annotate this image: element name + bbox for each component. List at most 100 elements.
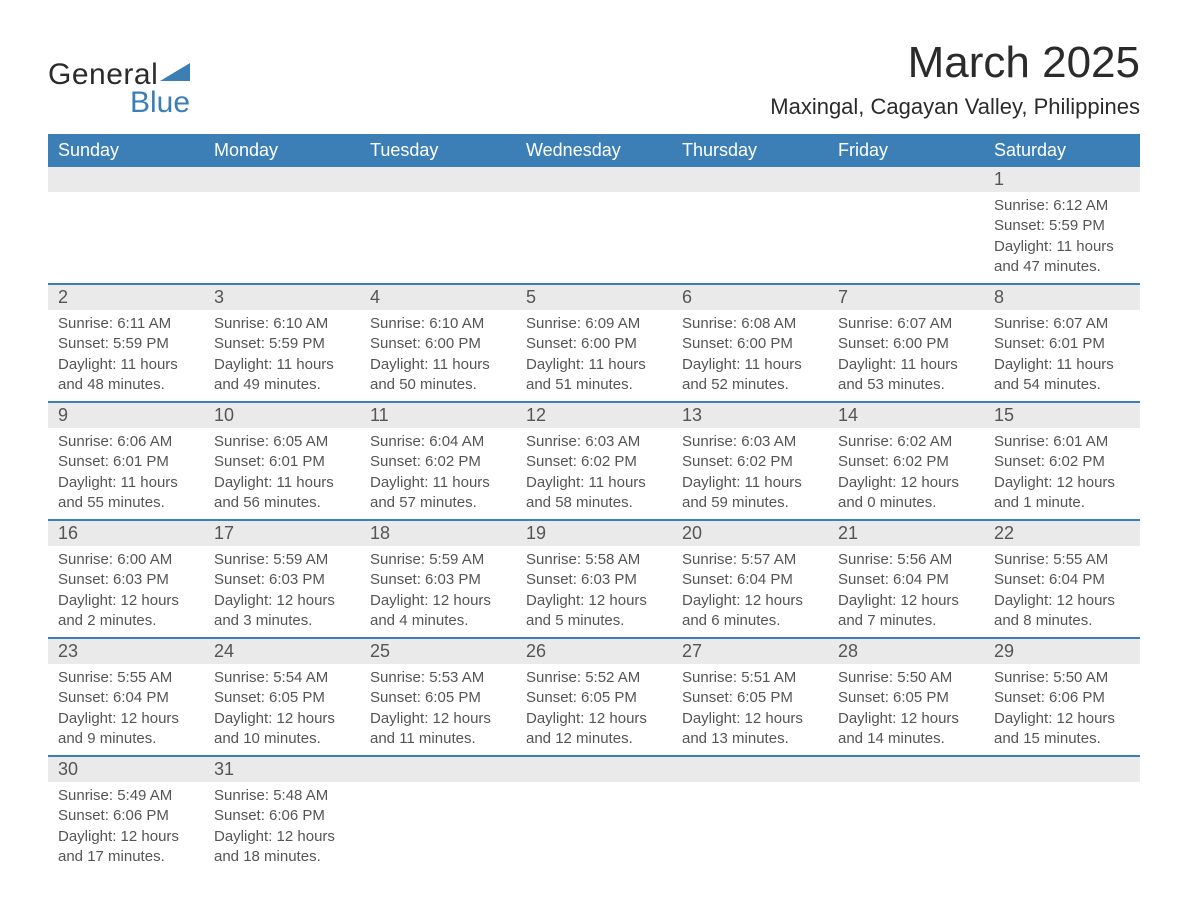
sunset-text: Sunset: 6:06 PM <box>214 806 350 826</box>
day-detail-cell: Sunrise: 6:00 AMSunset: 6:03 PMDaylight:… <box>48 546 204 638</box>
day-detail-cell <box>204 192 360 284</box>
day-number-cell: 16 <box>48 520 204 546</box>
daylight-text: Daylight: 12 hours and 4 minutes. <box>370 591 506 632</box>
day-detail-cell: Sunrise: 6:04 AMSunset: 6:02 PMDaylight:… <box>360 428 516 520</box>
sunset-text: Sunset: 6:06 PM <box>58 806 194 826</box>
day-detail-cell: Sunrise: 6:07 AMSunset: 6:00 PMDaylight:… <box>828 310 984 402</box>
sunset-text: Sunset: 6:05 PM <box>838 688 974 708</box>
day-detail-cell: Sunrise: 5:58 AMSunset: 6:03 PMDaylight:… <box>516 546 672 638</box>
sunset-text: Sunset: 6:00 PM <box>370 334 506 354</box>
sunrise-text: Sunrise: 5:48 AM <box>214 786 350 806</box>
sunrise-text: Sunrise: 5:57 AM <box>682 550 818 570</box>
day-detail-cell: Sunrise: 6:06 AMSunset: 6:01 PMDaylight:… <box>48 428 204 520</box>
month-title: March 2025 <box>770 38 1140 88</box>
sunrise-text: Sunrise: 5:51 AM <box>682 668 818 688</box>
day-number-cell <box>360 756 516 782</box>
daylight-text: Daylight: 11 hours and 52 minutes. <box>682 355 818 396</box>
daylight-text: Daylight: 12 hours and 3 minutes. <box>214 591 350 632</box>
sunset-text: Sunset: 6:02 PM <box>838 452 974 472</box>
day-detail-cell <box>360 192 516 284</box>
day-number-cell: 20 <box>672 520 828 546</box>
daylight-text: Daylight: 11 hours and 55 minutes. <box>58 473 194 514</box>
sunrise-text: Sunrise: 6:10 AM <box>370 314 506 334</box>
sunset-text: Sunset: 6:03 PM <box>370 570 506 590</box>
sunset-text: Sunset: 6:03 PM <box>214 570 350 590</box>
day-detail-cell <box>984 782 1140 873</box>
sunrise-text: Sunrise: 6:06 AM <box>58 432 194 452</box>
day-detail-cell: Sunrise: 6:09 AMSunset: 6:00 PMDaylight:… <box>516 310 672 402</box>
day-detail-cell <box>516 782 672 873</box>
sunset-text: Sunset: 5:59 PM <box>214 334 350 354</box>
daynum-row: 2345678 <box>48 284 1140 310</box>
day-detail-cell: Sunrise: 6:05 AMSunset: 6:01 PMDaylight:… <box>204 428 360 520</box>
day-number-cell: 11 <box>360 402 516 428</box>
sunrise-text: Sunrise: 6:09 AM <box>526 314 662 334</box>
logo-text-blue: Blue <box>130 86 190 120</box>
day-number-cell: 14 <box>828 402 984 428</box>
daylight-text: Daylight: 12 hours and 1 minute. <box>994 473 1130 514</box>
daylight-text: Daylight: 12 hours and 13 minutes. <box>682 709 818 750</box>
sunrise-text: Sunrise: 5:59 AM <box>214 550 350 570</box>
sunset-text: Sunset: 6:05 PM <box>682 688 818 708</box>
sunrise-text: Sunrise: 6:01 AM <box>994 432 1130 452</box>
daylight-text: Daylight: 12 hours and 17 minutes. <box>58 827 194 868</box>
daylight-text: Daylight: 12 hours and 9 minutes. <box>58 709 194 750</box>
day-number-cell: 29 <box>984 638 1140 664</box>
sunset-text: Sunset: 6:02 PM <box>370 452 506 472</box>
day-number-cell: 4 <box>360 284 516 310</box>
daylight-text: Daylight: 12 hours and 5 minutes. <box>526 591 662 632</box>
sunset-text: Sunset: 6:01 PM <box>994 334 1130 354</box>
sunrise-text: Sunrise: 6:04 AM <box>370 432 506 452</box>
day-number-cell: 9 <box>48 402 204 428</box>
day-number-cell: 19 <box>516 520 672 546</box>
day-detail-cell: Sunrise: 5:55 AMSunset: 6:04 PMDaylight:… <box>48 664 204 756</box>
day-detail-cell: Sunrise: 6:12 AMSunset: 5:59 PMDaylight:… <box>984 192 1140 284</box>
sunset-text: Sunset: 6:04 PM <box>838 570 974 590</box>
day-detail-cell: Sunrise: 6:08 AMSunset: 6:00 PMDaylight:… <box>672 310 828 402</box>
day-number-cell: 15 <box>984 402 1140 428</box>
sunset-text: Sunset: 6:05 PM <box>214 688 350 708</box>
day-header-row: Sunday Monday Tuesday Wednesday Thursday… <box>48 134 1140 167</box>
day-number-cell: 3 <box>204 284 360 310</box>
daylight-text: Daylight: 12 hours and 6 minutes. <box>682 591 818 632</box>
day-header: Monday <box>204 134 360 167</box>
daynum-row: 9101112131415 <box>48 402 1140 428</box>
sunset-text: Sunset: 5:59 PM <box>58 334 194 354</box>
day-detail-cell: Sunrise: 6:03 AMSunset: 6:02 PMDaylight:… <box>516 428 672 520</box>
sunrise-text: Sunrise: 6:12 AM <box>994 196 1130 216</box>
sunset-text: Sunset: 6:04 PM <box>58 688 194 708</box>
sunrise-text: Sunrise: 5:55 AM <box>58 668 194 688</box>
day-detail-cell: Sunrise: 5:57 AMSunset: 6:04 PMDaylight:… <box>672 546 828 638</box>
daylight-text: Daylight: 12 hours and 2 minutes. <box>58 591 194 632</box>
day-detail-cell <box>48 192 204 284</box>
sunrise-text: Sunrise: 6:05 AM <box>214 432 350 452</box>
daylight-text: Daylight: 11 hours and 53 minutes. <box>838 355 974 396</box>
day-detail-cell: Sunrise: 5:48 AMSunset: 6:06 PMDaylight:… <box>204 782 360 873</box>
day-number-cell: 8 <box>984 284 1140 310</box>
day-detail-cell: Sunrise: 5:50 AMSunset: 6:05 PMDaylight:… <box>828 664 984 756</box>
day-number-cell: 6 <box>672 284 828 310</box>
day-number-cell <box>48 167 204 192</box>
title-block: March 2025 Maxingal, Cagayan Valley, Phi… <box>770 38 1140 120</box>
daylight-text: Daylight: 12 hours and 12 minutes. <box>526 709 662 750</box>
day-detail-cell: Sunrise: 6:11 AMSunset: 5:59 PMDaylight:… <box>48 310 204 402</box>
sunset-text: Sunset: 6:02 PM <box>682 452 818 472</box>
sunrise-text: Sunrise: 6:07 AM <box>994 314 1130 334</box>
sunrise-text: Sunrise: 5:52 AM <box>526 668 662 688</box>
day-number-cell <box>360 167 516 192</box>
day-header: Sunday <box>48 134 204 167</box>
day-number-cell: 23 <box>48 638 204 664</box>
detail-row: Sunrise: 5:49 AMSunset: 6:06 PMDaylight:… <box>48 782 1140 873</box>
day-number-cell: 27 <box>672 638 828 664</box>
sunrise-text: Sunrise: 5:58 AM <box>526 550 662 570</box>
sunset-text: Sunset: 6:04 PM <box>994 570 1130 590</box>
daylight-text: Daylight: 11 hours and 50 minutes. <box>370 355 506 396</box>
day-number-cell <box>984 756 1140 782</box>
day-number-cell: 31 <box>204 756 360 782</box>
day-number-cell: 24 <box>204 638 360 664</box>
sunset-text: Sunset: 6:00 PM <box>526 334 662 354</box>
day-number-cell: 28 <box>828 638 984 664</box>
day-number-cell: 10 <box>204 402 360 428</box>
sunrise-text: Sunrise: 5:55 AM <box>994 550 1130 570</box>
sunrise-text: Sunrise: 5:54 AM <box>214 668 350 688</box>
